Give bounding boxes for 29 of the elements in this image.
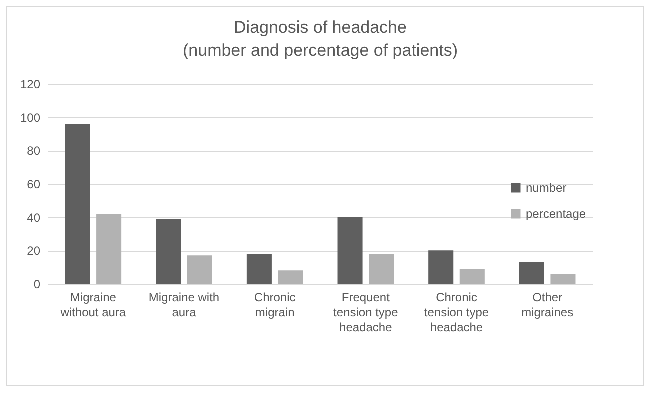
bar — [65, 124, 90, 284]
bar — [428, 250, 454, 284]
bar — [246, 254, 272, 284]
x-tick-label: Frequent tension type headache — [334, 290, 399, 334]
bar — [187, 256, 212, 284]
x-tick-label: Chronic tension type headache — [424, 290, 490, 334]
bar — [338, 217, 363, 284]
bar — [369, 254, 394, 284]
bar — [460, 269, 485, 284]
legend-label: number — [526, 181, 567, 195]
chart-title: Diagnosis of headache — [234, 18, 407, 37]
bar — [96, 214, 122, 284]
y-tick-label: 80 — [27, 144, 41, 158]
bar — [519, 262, 544, 284]
y-tick-label: 0 — [34, 278, 41, 292]
y-tick-label: 100 — [20, 110, 41, 125]
x-tick-label: Other migraines — [522, 290, 574, 320]
y-tick-label: 20 — [27, 244, 41, 258]
x-tick-label: Migraine without aura — [60, 290, 126, 320]
x-tick-label: Chronic migrain — [254, 290, 296, 320]
y-tick-label: 120 — [20, 78, 41, 92]
legend-label: percentage — [526, 207, 586, 221]
y-tick-label: 40 — [27, 210, 41, 225]
x-tick-label: Migraine with aura — [148, 290, 220, 320]
y-tick-label: 60 — [27, 178, 41, 192]
chart-subtitle: (number and percentage of patients) — [182, 41, 458, 60]
bar — [278, 270, 304, 284]
bar — [156, 219, 182, 284]
bar — [550, 274, 576, 284]
